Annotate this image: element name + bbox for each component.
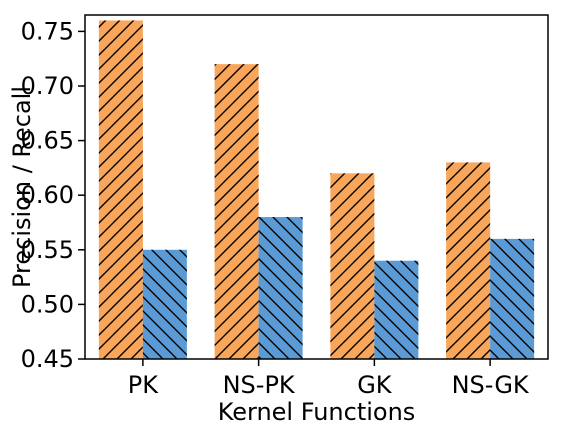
y-tick-label: 0.65 [21, 127, 74, 155]
y-tick-label: 0.55 [21, 236, 74, 264]
y-axis-label: Precision / Recall [8, 86, 36, 288]
x-axis-ticks: PK NS-PK GK NS-GK [128, 359, 530, 399]
x-tick-label-ns-gk: NS-GK [452, 371, 530, 399]
bar-hatch-ns-gk-series-1 [446, 162, 491, 359]
bar-hatch-ns-gk-series-2 [490, 238, 535, 359]
x-axis-label: Kernel Functions [218, 398, 416, 426]
y-axis-ticks: 0.45 0.50 0.55 0.60 0.65 0.70 0.75 [21, 17, 85, 373]
y-tick-label: 0.70 [21, 72, 74, 100]
x-tick-label-pk: PK [128, 371, 159, 399]
bar-hatch-gk-series-2 [374, 260, 419, 359]
x-tick-label-gk: GK [357, 371, 393, 399]
bar-hatch-gk-series-1 [330, 173, 375, 359]
bar-hatch-pk-series-1 [98, 20, 143, 359]
y-tick-label: 0.75 [21, 17, 74, 45]
y-tick-label: 0.45 [21, 345, 74, 373]
y-tick-label: 0.50 [21, 290, 74, 318]
bar-hatch-pk-series-2 [142, 249, 187, 359]
plot-frame [84, 14, 549, 360]
bars-group [98, 20, 535, 360]
bar-hatch-ns-pk-series-2 [258, 217, 303, 359]
y-tick-label: 0.60 [21, 181, 74, 209]
x-tick-label-ns-pk: NS-PK [223, 371, 296, 399]
bar-hatch-ns-pk-series-1 [214, 64, 259, 360]
